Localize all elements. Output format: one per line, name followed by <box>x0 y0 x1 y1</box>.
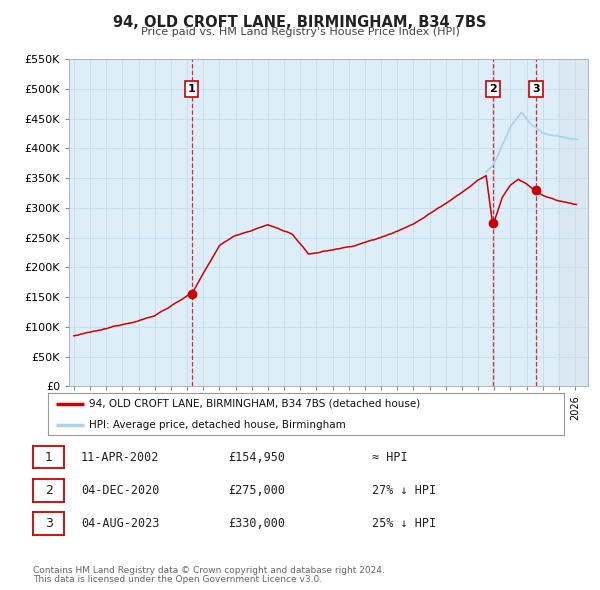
Text: 3: 3 <box>532 84 540 94</box>
Text: 04-DEC-2020: 04-DEC-2020 <box>81 484 160 497</box>
Text: 11-APR-2002: 11-APR-2002 <box>81 451 160 464</box>
Text: 2: 2 <box>44 484 53 497</box>
Text: £330,000: £330,000 <box>228 517 285 530</box>
Text: 94, OLD CROFT LANE, BIRMINGHAM, B34 7BS (detached house): 94, OLD CROFT LANE, BIRMINGHAM, B34 7BS … <box>89 399 421 408</box>
Text: £275,000: £275,000 <box>228 484 285 497</box>
Text: 1: 1 <box>188 84 196 94</box>
Text: ≈ HPI: ≈ HPI <box>372 451 407 464</box>
Text: 1: 1 <box>44 451 53 464</box>
Text: HPI: Average price, detached house, Birmingham: HPI: Average price, detached house, Birm… <box>89 420 346 430</box>
Text: 27% ↓ HPI: 27% ↓ HPI <box>372 484 436 497</box>
Text: This data is licensed under the Open Government Licence v3.0.: This data is licensed under the Open Gov… <box>33 575 322 584</box>
Text: Price paid vs. HM Land Registry's House Price Index (HPI): Price paid vs. HM Land Registry's House … <box>140 27 460 37</box>
Text: 94, OLD CROFT LANE, BIRMINGHAM, B34 7BS: 94, OLD CROFT LANE, BIRMINGHAM, B34 7BS <box>113 15 487 30</box>
Text: 25% ↓ HPI: 25% ↓ HPI <box>372 517 436 530</box>
Text: £154,950: £154,950 <box>228 451 285 464</box>
Text: 2: 2 <box>489 84 497 94</box>
Text: Contains HM Land Registry data © Crown copyright and database right 2024.: Contains HM Land Registry data © Crown c… <box>33 566 385 575</box>
Text: 04-AUG-2023: 04-AUG-2023 <box>81 517 160 530</box>
Text: 3: 3 <box>44 517 53 530</box>
Bar <box>557 59 588 386</box>
